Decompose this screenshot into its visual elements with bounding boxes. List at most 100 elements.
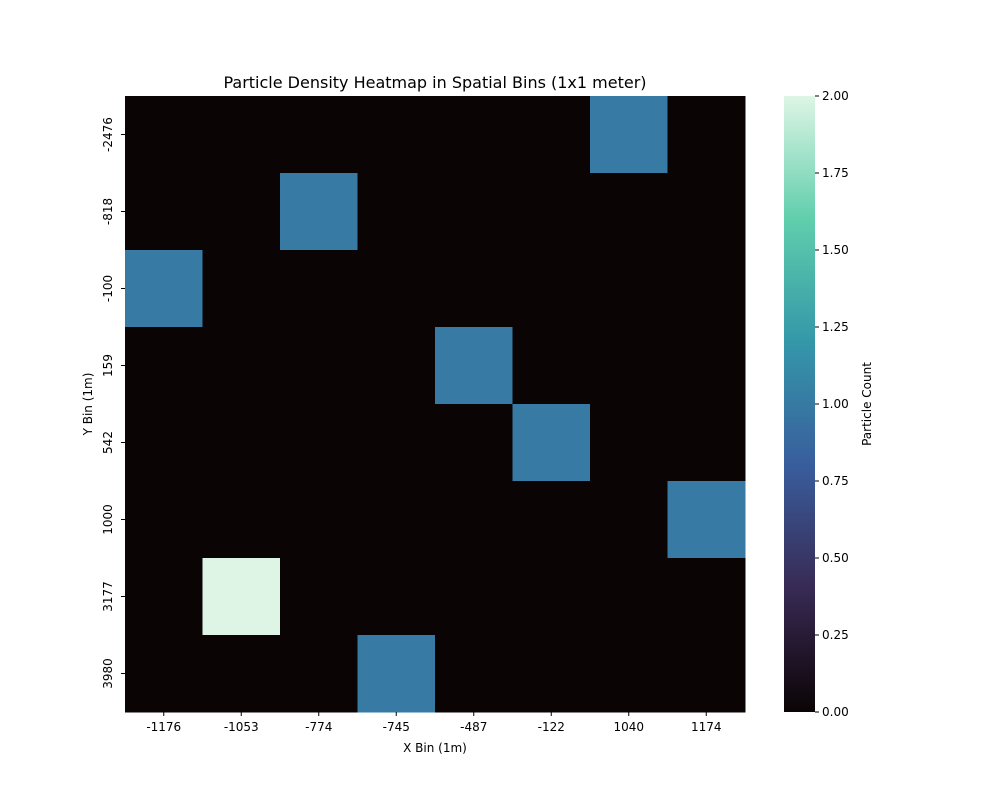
- heatmap-cell: [280, 404, 358, 482]
- x-tick-label: -122: [538, 720, 565, 734]
- heatmap-cell: [202, 173, 281, 251]
- heatmap-cell: [590, 250, 668, 328]
- heatmap-cell: [435, 250, 513, 328]
- x-tick-label: 1174: [691, 720, 722, 734]
- colorbar-tick-label: 2.00: [822, 89, 849, 103]
- heatmap-cell: [357, 558, 436, 636]
- heatmap-cell: [667, 481, 746, 559]
- y-axis-label: Y Bin (1m): [81, 373, 95, 437]
- x-tick-label: -774: [305, 720, 332, 734]
- heatmap-cell: [435, 404, 513, 482]
- heatmap-cell: [202, 635, 281, 713]
- heatmap-cell: [590, 635, 668, 713]
- heatmap-cell: [667, 96, 746, 174]
- colorbar-tick-label: 1.25: [822, 320, 849, 334]
- heatmap-cell: [202, 327, 281, 405]
- heatmap-cell: [280, 96, 358, 174]
- colorbar-tick-label: 1.75: [822, 166, 849, 180]
- heatmap-cell: [125, 327, 203, 405]
- heatmap-cell: [202, 404, 281, 482]
- heatmap-cell: [435, 635, 513, 713]
- heatmap-cell: [357, 635, 436, 713]
- heatmap-cell: [280, 481, 358, 559]
- colorbar-ticks: 0.00 0.25 0.50 0.75 1.00 1.25 1.50 1.75 2.00: [815, 89, 849, 719]
- heatmap-cell: [125, 404, 203, 482]
- x-tick-label: -1053: [224, 720, 259, 734]
- chart-title: Particle Density Heatmap in Spatial Bins…: [223, 73, 646, 92]
- colorbar-tick-label: 0.25: [822, 628, 849, 642]
- y-tick-label: 1000: [101, 504, 115, 535]
- heatmap-cell: [125, 635, 203, 713]
- heatmap-cell: [667, 558, 746, 636]
- y-tick-label: 3980: [101, 658, 115, 689]
- heatmap-cell: [435, 173, 513, 251]
- heatmap-cell: [280, 173, 358, 251]
- heatmap-cell: [357, 327, 436, 405]
- colorbar: 0.00 0.25 0.50 0.75 1.00 1.25 1.50 1.75 2.00 Par…: [784, 89, 874, 719]
- heatmap-cell: [435, 96, 513, 174]
- heatmap-cell: [512, 173, 591, 251]
- heatmap-cell: [125, 558, 203, 636]
- heatmap-cell: [590, 327, 668, 405]
- heatmap-cell: [202, 481, 281, 559]
- heatmap-cell: [512, 96, 591, 174]
- heatmap-cell: [667, 404, 746, 482]
- y-tick-label: -100: [101, 275, 115, 302]
- heatmap-cell: [202, 96, 281, 174]
- heatmap-cell: [435, 558, 513, 636]
- colorbar-gradient: [784, 96, 815, 712]
- x-tick-label: -1176: [146, 720, 181, 734]
- x-tick-label: 1040: [613, 720, 644, 734]
- heatmap-cell: [280, 327, 358, 405]
- colorbar-tick-label: 1.50: [822, 243, 849, 257]
- heatmap-cell: [590, 481, 668, 559]
- heatmap-cell: [667, 250, 746, 328]
- heatmap-cell: [590, 404, 668, 482]
- y-tick-label: 159: [101, 354, 115, 377]
- heatmap-cell: [667, 173, 746, 251]
- x-tick-label: -487: [460, 720, 487, 734]
- heatmap-cell: [280, 635, 358, 713]
- colorbar-tick-label: 0.50: [822, 551, 849, 565]
- heatmap-cell: [512, 327, 591, 405]
- heatmap-cell: [125, 481, 203, 559]
- heatmap-cell: [512, 635, 591, 713]
- heatmap-cell: [590, 96, 668, 174]
- y-tick-label: 542: [101, 431, 115, 454]
- y-tick-label: 3177: [101, 581, 115, 612]
- x-tick-label: -745: [383, 720, 410, 734]
- heatmap-cell: [280, 250, 358, 328]
- heatmap-cell: [512, 558, 591, 636]
- heatmap-cell: [512, 481, 591, 559]
- heatmap-cell: [357, 173, 436, 251]
- heatmap-cell: [590, 558, 668, 636]
- heatmap-cells: [125, 96, 746, 713]
- heatmap-cell: [512, 250, 591, 328]
- x-axis-label: X Bin (1m): [403, 741, 467, 755]
- colorbar-tick-label: 0.00: [822, 705, 849, 719]
- heatmap-cell: [202, 558, 281, 636]
- y-axis-ticks: -2476 -818 -100 159 542 1000 3177 3980: [101, 117, 125, 689]
- y-tick-label: -2476: [101, 117, 115, 152]
- heatmap-cell: [202, 250, 281, 328]
- colorbar-tick-label: 0.75: [822, 474, 849, 488]
- heatmap-cell: [125, 96, 203, 174]
- heatmap-cell: [667, 635, 746, 713]
- heatmap-cell: [357, 250, 436, 328]
- heatmap-cell: [435, 481, 513, 559]
- heatmap-cell: [435, 327, 513, 405]
- heatmap-cell: [512, 404, 591, 482]
- colorbar-tick-label: 1.00: [822, 397, 849, 411]
- heatmap-cell: [280, 558, 358, 636]
- heatmap-cell: [125, 250, 203, 328]
- heatmap-cell: [590, 173, 668, 251]
- heatmap-cell: [357, 96, 436, 174]
- heatmap-cell: [357, 404, 436, 482]
- y-tick-label: -818: [101, 198, 115, 225]
- colorbar-label: Particle Count: [860, 362, 874, 446]
- x-axis-ticks: -1176 -1053 -774 -745 -487 -122 1040 1174: [146, 712, 722, 734]
- heatmap-cell: [667, 327, 746, 405]
- heatmap-cell: [357, 481, 436, 559]
- heatmap-cell: [125, 173, 203, 251]
